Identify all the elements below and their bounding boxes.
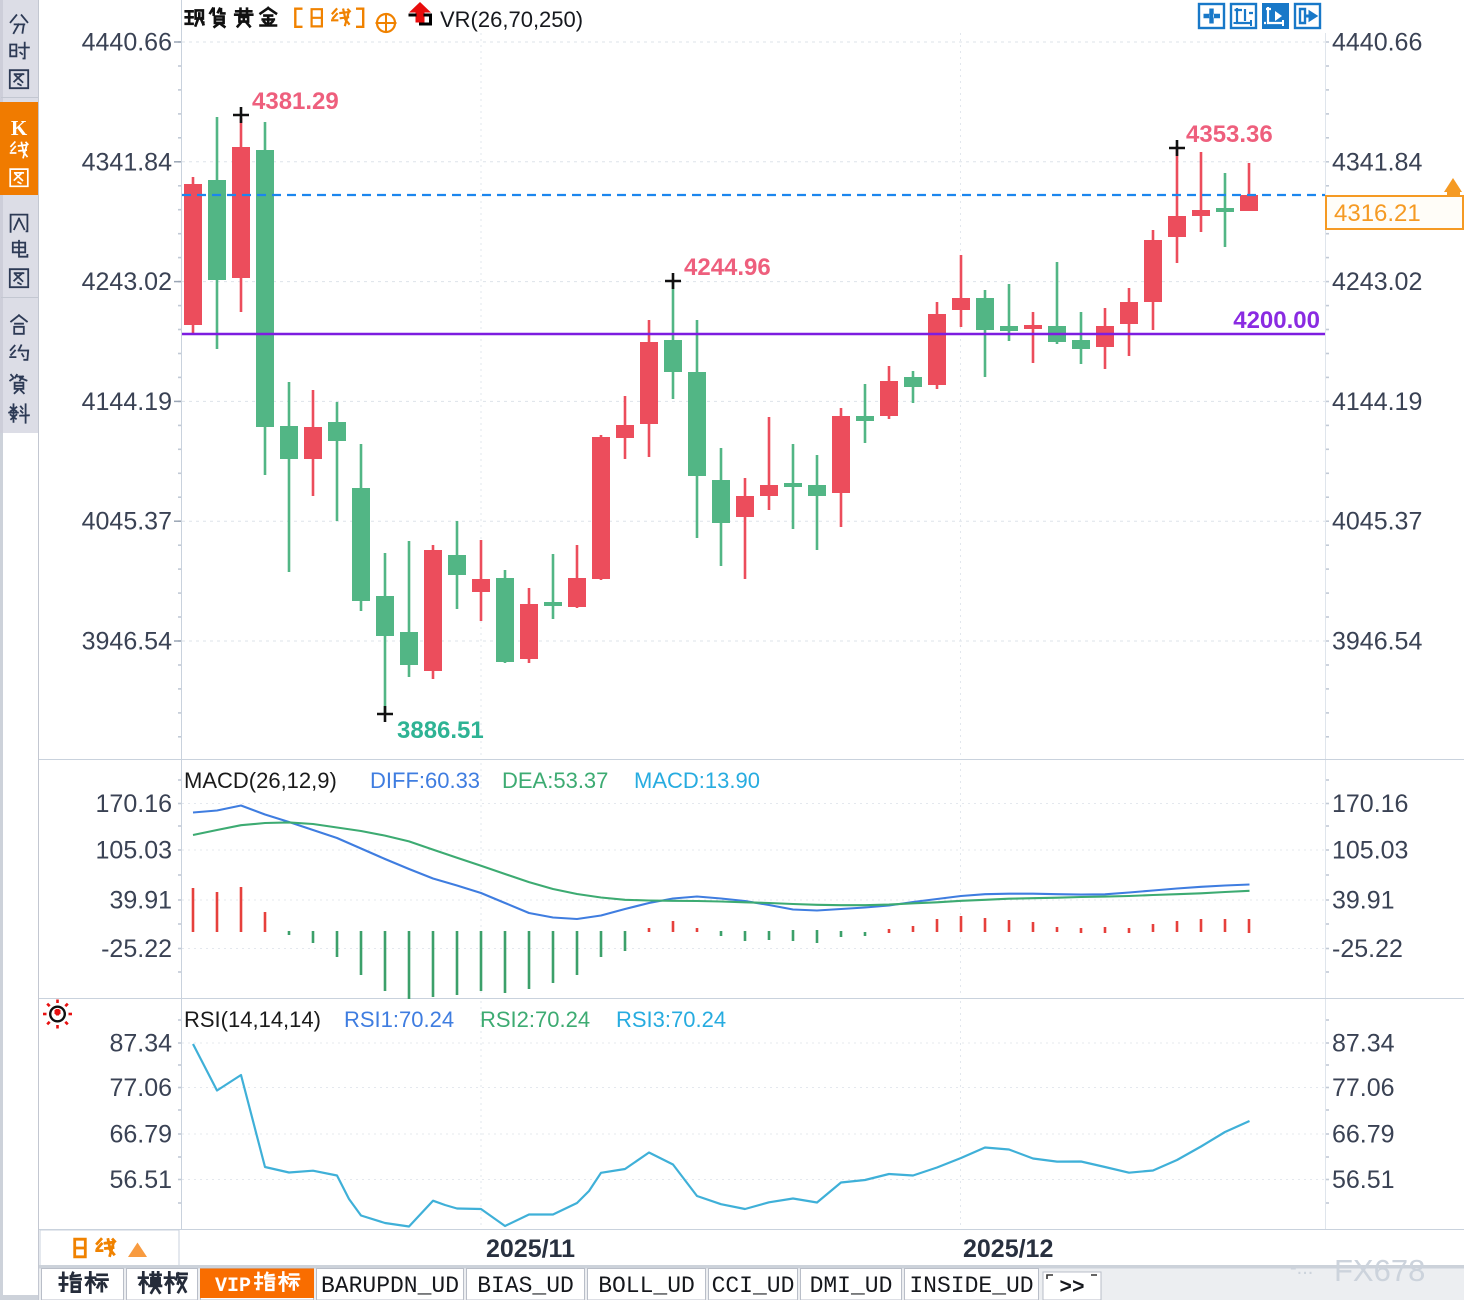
svg-text:4316.21: 4316.21 — [1334, 200, 1421, 227]
svg-text:DIFF:60.33: DIFF:60.33 — [370, 768, 480, 793]
svg-text:RSI3:70.24: RSI3:70.24 — [616, 1007, 726, 1032]
svg-text:VIP: VIP — [215, 1275, 251, 1298]
svg-text:4144.19: 4144.19 — [1332, 388, 1422, 416]
svg-text:RSI1:70.24: RSI1:70.24 — [344, 1007, 454, 1032]
svg-text:DEA:53.37: DEA:53.37 — [502, 768, 608, 793]
svg-text:105.03: 105.03 — [1332, 837, 1408, 865]
svg-text:RSI(14,14,14): RSI(14,14,14) — [184, 1007, 321, 1032]
svg-text:4341.84: 4341.84 — [1332, 148, 1422, 176]
svg-text:4045.37: 4045.37 — [82, 508, 172, 536]
svg-text:66.79: 66.79 — [1332, 1121, 1395, 1149]
svg-text:4381.29: 4381.29 — [252, 88, 339, 115]
svg-text:>>: >> — [1059, 1277, 1084, 1300]
svg-text:4244.96: 4244.96 — [684, 254, 771, 281]
svg-text:4440.66: 4440.66 — [1332, 29, 1422, 57]
svg-text:-25.22: -25.22 — [101, 935, 172, 963]
svg-text:2025/11: 2025/11 — [486, 1235, 575, 1263]
svg-text:87.34: 87.34 — [109, 1030, 172, 1058]
svg-text:4045.37: 4045.37 — [1332, 508, 1422, 536]
svg-text:BIAS_UD: BIAS_UD — [477, 1273, 574, 1299]
svg-text:56.51: 56.51 — [1332, 1166, 1395, 1194]
svg-text:56.51: 56.51 — [109, 1166, 172, 1194]
svg-text:39.91: 39.91 — [1332, 887, 1395, 915]
svg-text:MACD:13.90: MACD:13.90 — [634, 768, 760, 793]
svg-text:2025/12: 2025/12 — [963, 1235, 1053, 1263]
svg-text:77.06: 77.06 — [1332, 1074, 1395, 1102]
svg-text:66.79: 66.79 — [109, 1121, 172, 1149]
svg-text:-25.22: -25.22 — [1332, 935, 1403, 963]
svg-text:170.16: 170.16 — [1332, 790, 1408, 818]
svg-text:4440.66: 4440.66 — [82, 29, 172, 57]
svg-text:4243.02: 4243.02 — [82, 268, 172, 296]
svg-text:K: K — [11, 116, 28, 140]
svg-text:INSIDE_UD: INSIDE_UD — [909, 1273, 1033, 1299]
svg-text:3946.54: 3946.54 — [1332, 628, 1422, 656]
svg-text:4243.02: 4243.02 — [1332, 268, 1422, 296]
svg-text:3946.54: 3946.54 — [82, 628, 172, 656]
svg-text:CCI_UD: CCI_UD — [712, 1273, 795, 1299]
svg-text:4341.84: 4341.84 — [82, 148, 172, 176]
svg-text:DMI_UD: DMI_UD — [810, 1273, 893, 1299]
svg-text:FX678: FX678 — [1334, 1253, 1425, 1288]
svg-text:-...: -... — [1290, 1257, 1313, 1279]
svg-text:VR(26,70,250): VR(26,70,250) — [440, 7, 583, 32]
svg-text:4200.00: 4200.00 — [1233, 307, 1320, 334]
svg-text:MACD(26,12,9): MACD(26,12,9) — [184, 768, 337, 793]
svg-text:BOLL_UD: BOLL_UD — [598, 1273, 695, 1299]
svg-text:87.34: 87.34 — [1332, 1030, 1395, 1058]
svg-text:RSI2:70.24: RSI2:70.24 — [480, 1007, 590, 1032]
svg-text:77.06: 77.06 — [109, 1074, 172, 1102]
svg-text:39.91: 39.91 — [109, 887, 172, 915]
svg-text:170.16: 170.16 — [96, 790, 172, 818]
svg-text:4353.36: 4353.36 — [1186, 121, 1273, 148]
svg-text:105.03: 105.03 — [96, 837, 172, 865]
svg-text:BARUPDN_UD: BARUPDN_UD — [321, 1273, 459, 1299]
svg-text:3886.51: 3886.51 — [397, 717, 484, 744]
svg-text:4144.19: 4144.19 — [82, 388, 172, 416]
